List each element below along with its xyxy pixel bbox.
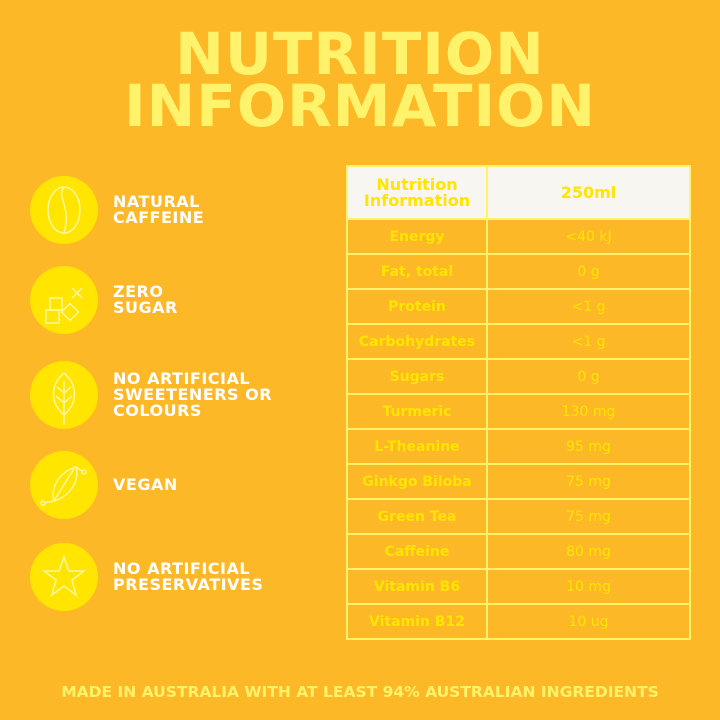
nutrient-name: Fat, total [346, 253, 488, 290]
nutrient-name: Sugars [346, 358, 488, 395]
table-row: Green Tea 75 mg [346, 498, 691, 535]
nutrient-value: 95 mg [486, 428, 691, 465]
nutrient-name: Green Tea [346, 498, 488, 535]
table-row: Protein <1 g [346, 288, 691, 325]
table-row: Fat, total 0 g [346, 253, 691, 290]
nutrient-name: Caffeine [346, 533, 488, 570]
nutrient-value: <1 g [486, 323, 691, 360]
nutrient-value: 75 mg [486, 463, 691, 500]
feature-badge [30, 361, 98, 429]
nutrient-name: Vitamin B12 [346, 603, 488, 640]
table-row: Turmeric 130 mg [346, 393, 691, 430]
leaf-icon [52, 372, 76, 425]
nutrient-value: 0 g [486, 358, 691, 395]
table-header: Nutrition Information 250ml [346, 165, 691, 220]
header-serving: 250ml [486, 165, 691, 220]
nutrient-value: <40 kJ [486, 218, 691, 255]
feature-item: VEGAN [30, 451, 323, 519]
feature-badge [30, 176, 98, 244]
coffee-bean-icon [47, 186, 81, 234]
nutrient-name: Carbohydrates [346, 323, 488, 360]
nutrient-value: 10 ug [486, 603, 691, 640]
table-row: Ginkgo Biloba 75 mg [346, 463, 691, 500]
table-row: Sugars 0 g [346, 358, 691, 395]
nutrient-name: Vitamin B6 [346, 568, 488, 605]
footer-text: MADE IN AUSTRALIA WITH AT LEAST 94% AUST… [61, 683, 659, 701]
nutrient-name: Turmeric [346, 393, 488, 430]
nutrient-value: 0 g [486, 253, 691, 290]
feature-label: VEGAN [113, 475, 178, 494]
feature-badge [30, 543, 98, 611]
vegan-leaf-icon [40, 466, 87, 506]
nutrient-value: <1 g [486, 288, 691, 325]
feature-label: ZERO SUGAR [113, 282, 178, 317]
table-row: L-Theanine 95 mg [346, 428, 691, 465]
table-row: Carbohydrates <1 g [346, 323, 691, 360]
feature-badge [30, 451, 98, 519]
nutrient-value: 130 mg [486, 393, 691, 430]
table-row: Energy <40 kJ [346, 218, 691, 255]
feature-item: NO ARTIFICIAL PRESERVATIVES [30, 543, 323, 611]
nutrient-value: 75 mg [486, 498, 691, 535]
sugar-cubes-icon [45, 287, 83, 324]
nutrient-value: 80 mg [486, 533, 691, 570]
table-row: Vitamin B12 10 ug [346, 603, 691, 640]
title-line-1: NUTRITION [175, 20, 545, 88]
nutrition-table: Nutrition Information 250ml Energy <40 kJ… [346, 165, 691, 640]
title-line-2: INFORMATION [124, 72, 596, 140]
table-row: Caffeine 80 mg [346, 533, 691, 570]
nutrient-name: Ginkgo Biloba [346, 463, 488, 500]
star-icon [41, 554, 87, 597]
nutrient-value: 10 mg [486, 568, 691, 605]
feature-label: NO ARTIFICIAL PRESERVATIVES [113, 559, 264, 594]
nutrient-name: L-Theanine [346, 428, 488, 465]
feature-item: NO ARTIFICIAL SWEETENERS OR COLOURS [30, 361, 323, 429]
table-row: Vitamin B6 10 mg [346, 568, 691, 605]
feature-item: ZERO SUGAR [30, 266, 323, 334]
feature-badge [30, 266, 98, 334]
feature-label: NO ARTIFICIAL SWEETENERS OR COLOURS [113, 369, 273, 420]
header-label: Nutrition Information [346, 165, 488, 220]
nutrient-name: Energy [346, 218, 488, 255]
feature-label: NATURAL CAFFEINE [113, 192, 205, 227]
feature-item: NATURAL CAFFEINE [30, 176, 323, 244]
nutrient-name: Protein [346, 288, 488, 325]
page-title: NUTRITION INFORMATION [0, 20, 720, 140]
